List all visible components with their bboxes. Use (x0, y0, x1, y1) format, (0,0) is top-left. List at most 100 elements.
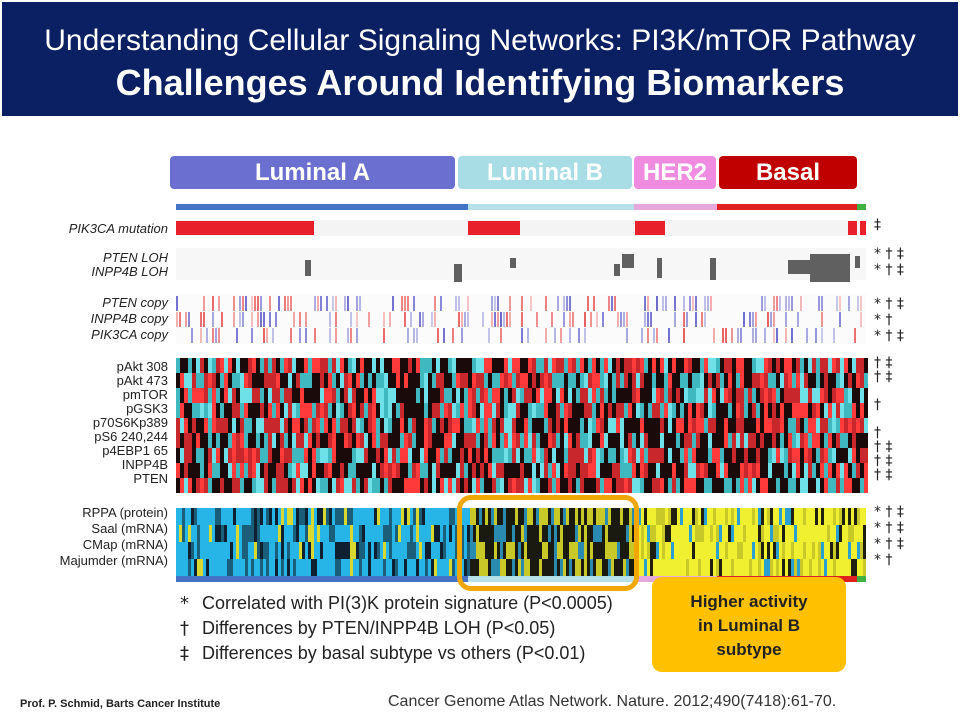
protein-cell (248, 463, 252, 478)
protein-cell (788, 448, 792, 463)
signature-cell (716, 525, 719, 542)
protein-cell (448, 448, 452, 463)
protein-cell (780, 403, 784, 418)
copy-cell (839, 312, 841, 327)
protein-cell (320, 418, 324, 433)
signature-cell (389, 542, 392, 559)
protein-cell (584, 433, 588, 448)
protein-cell (244, 373, 248, 388)
protein-cell (224, 433, 228, 448)
signature-cell (590, 542, 593, 559)
protein-cell (696, 388, 700, 403)
signature-cell (692, 525, 695, 542)
signature-cell (344, 559, 347, 576)
signature-cell (758, 559, 761, 576)
signature-cell (704, 508, 707, 525)
signature-cell (758, 542, 761, 559)
protein-cell (536, 463, 540, 478)
protein-cell (388, 418, 392, 433)
signature-cell (791, 525, 794, 542)
signature-cell (278, 525, 281, 542)
protein-cell (500, 463, 504, 478)
protein-cell (428, 478, 432, 493)
signature-cell (863, 542, 866, 559)
protein-cell (584, 388, 588, 403)
protein-cell (552, 478, 556, 493)
protein-cell (544, 478, 548, 493)
signature-cell (575, 542, 578, 559)
protein-cell (556, 388, 560, 403)
protein-cell (228, 388, 232, 403)
protein-cell (260, 358, 264, 373)
protein-cell (364, 463, 368, 478)
signature-cell (677, 559, 680, 576)
protein-cell (452, 358, 456, 373)
mutation-row-bg (176, 220, 866, 236)
protein-cell (860, 358, 864, 373)
row-label-pik3ca-copy: PIK3CA copy (91, 327, 168, 342)
signature-cell (827, 559, 830, 576)
protein-cell (256, 403, 260, 418)
signature-cell (176, 559, 179, 576)
protein-cell (772, 478, 776, 493)
protein-cell (700, 433, 704, 448)
protein-cell (244, 463, 248, 478)
protein-cell (732, 478, 736, 493)
signature-cell (425, 508, 428, 525)
copy-cell (263, 312, 265, 327)
protein-cell (280, 448, 284, 463)
protein-cell (528, 463, 532, 478)
signature-cell (500, 542, 503, 559)
signature-cell (233, 559, 236, 576)
signature-cell (290, 525, 293, 542)
protein-cell (492, 463, 496, 478)
protein-cell (764, 448, 768, 463)
signature-cell (683, 559, 686, 576)
protein-cell (252, 373, 256, 388)
signature-cell (542, 508, 545, 525)
protein-cell (676, 418, 680, 433)
signature-cell (632, 542, 635, 559)
signature-cell (368, 525, 371, 542)
protein-cell (832, 358, 836, 373)
protein-cell (624, 403, 628, 418)
protein-cell (404, 403, 408, 418)
protein-cell (284, 448, 288, 463)
protein-cell (512, 388, 516, 403)
signature-cell (374, 525, 377, 542)
protein-cell (740, 373, 744, 388)
protein-cell (668, 403, 672, 418)
protein-cell (332, 373, 336, 388)
protein-cell (712, 403, 716, 418)
signature-cell (692, 508, 695, 525)
copy-cell (320, 296, 322, 311)
signature-cell (470, 542, 473, 559)
protein-cell (292, 463, 296, 478)
signature-cell (491, 559, 494, 576)
protein-cell (400, 358, 404, 373)
signature-cell (848, 559, 851, 576)
signature-cell (656, 559, 659, 576)
signature-cell (848, 542, 851, 559)
protein-cell (352, 448, 356, 463)
protein-cell (600, 418, 604, 433)
protein-cell (824, 403, 828, 418)
protein-cell (860, 373, 864, 388)
signature-cell (581, 508, 584, 525)
protein-cell (660, 403, 664, 418)
signature-cell (338, 559, 341, 576)
signature-cell (587, 542, 590, 559)
protein-cell (392, 478, 396, 493)
signature-cell (689, 525, 692, 542)
signature-cell (479, 525, 482, 542)
protein-cell (848, 448, 852, 463)
signature-cell (320, 525, 323, 542)
signature-cell (845, 542, 848, 559)
protein-cell (764, 433, 768, 448)
protein-cell (348, 478, 352, 493)
signature-cell (254, 559, 257, 576)
protein-cell (556, 358, 560, 373)
protein-cell (704, 403, 708, 418)
protein-cell (280, 478, 284, 493)
protein-cell (320, 478, 324, 493)
